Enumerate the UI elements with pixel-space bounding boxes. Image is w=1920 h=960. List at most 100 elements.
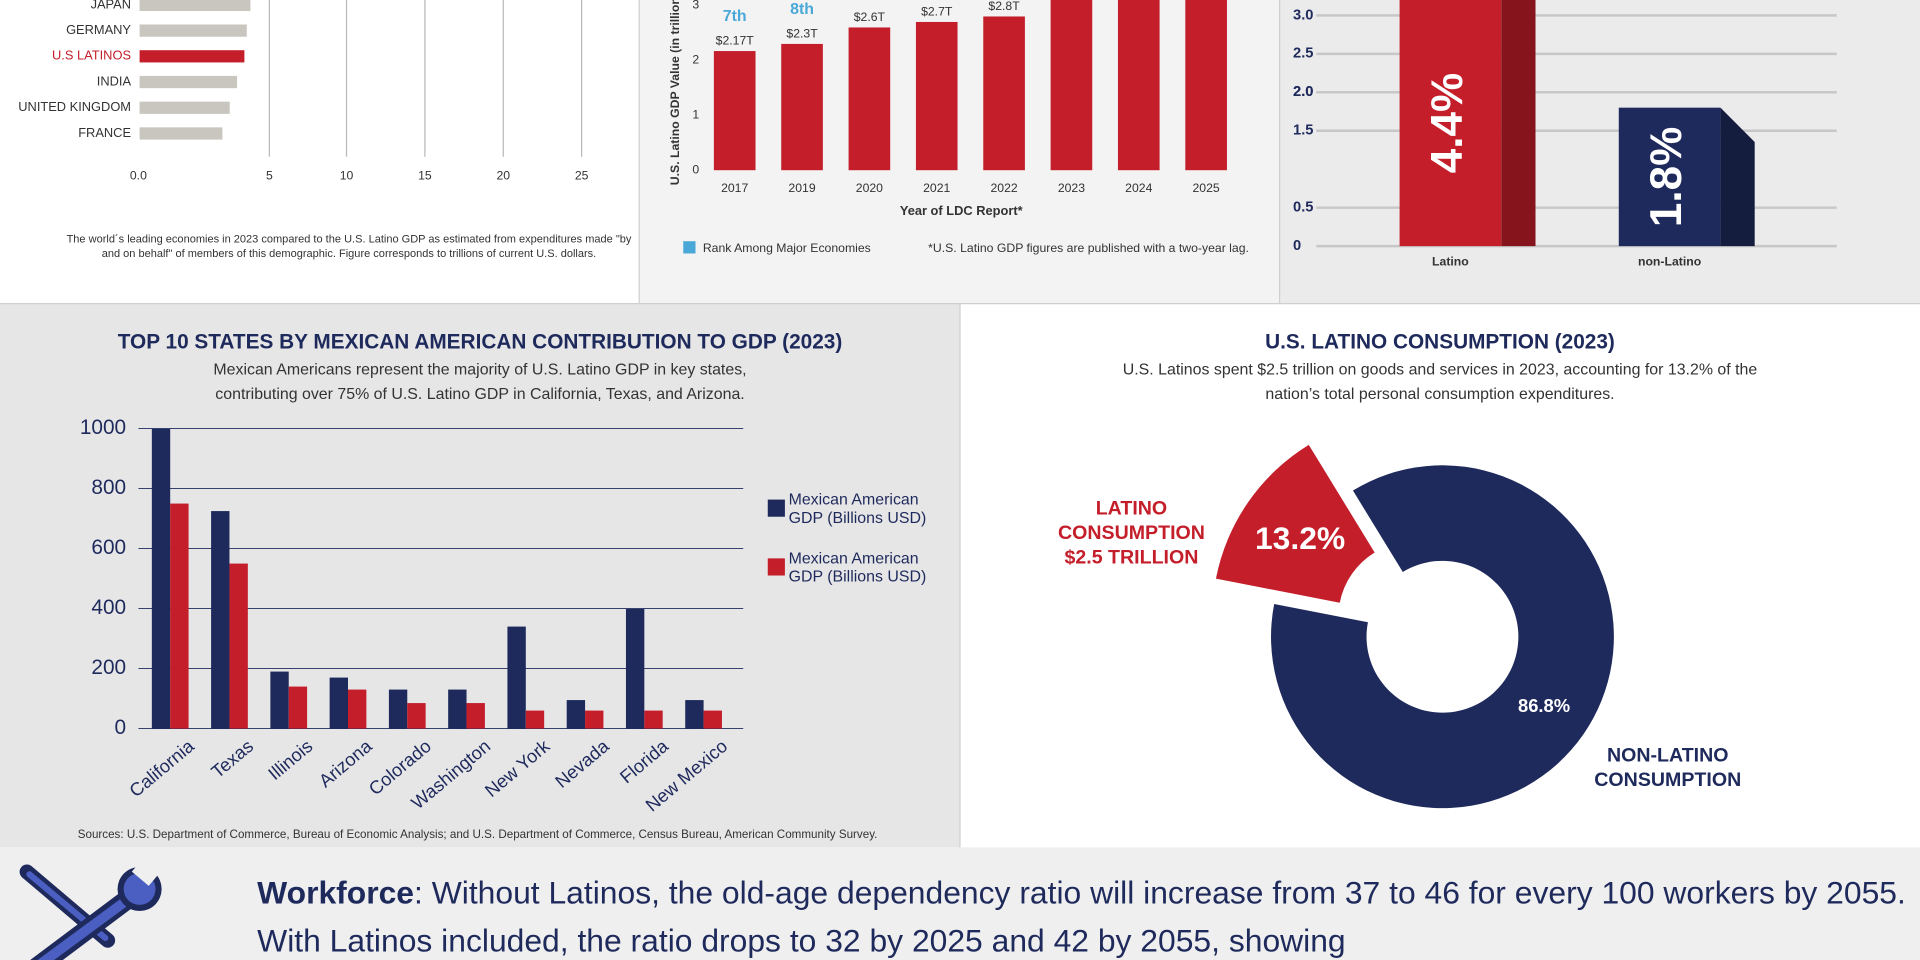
chart-title: TOP 10 STATES BY MEXICAN AMERICAN CONTRI…: [118, 330, 843, 353]
x-axis-label: Year of LDC Report*: [900, 203, 1023, 218]
y-tick-label: 2.0: [1293, 84, 1313, 100]
bar: [685, 700, 704, 729]
category-label: JAPAN: [91, 0, 131, 11]
bar: [139, 101, 230, 114]
bar: [270, 671, 289, 729]
bar: [507, 626, 526, 729]
bar: [983, 16, 1025, 171]
tools-icon: [19, 852, 165, 960]
growth-rate-chart: 00.51.52.02.02.53.04.4%Latino1.8%non-Lat…: [1293, 0, 1837, 268]
value-label: $2.3T: [786, 26, 818, 40]
y-tick-label: 1: [692, 108, 699, 122]
value-label: $2.7T: [921, 4, 953, 18]
value-label: 86.8%: [1518, 695, 1570, 716]
legend-swatch: [767, 558, 785, 576]
legend-label-box: Mexican American GDP (Billions USD): [789, 490, 927, 527]
bar: [211, 511, 230, 729]
bar: [1117, 0, 1160, 171]
y-tick-label: 400: [91, 596, 126, 619]
panel-bg: [0, 0, 640, 304]
x-tick-label: 25: [575, 169, 589, 183]
y-tick-label: 800: [91, 476, 126, 499]
legend-swatch: [683, 241, 696, 254]
footer-text: Workforce: Without Latinos, the old-age …: [257, 874, 1906, 959]
bar: [139, 75, 238, 89]
bar: [139, 127, 223, 140]
bar: [388, 689, 408, 729]
bar: [466, 703, 485, 729]
value-label: 4.4%: [1423, 73, 1472, 173]
y-tick-label: 0: [115, 716, 127, 739]
category-label: FRANCE: [78, 125, 131, 140]
panel-bg: [1279, 0, 1920, 304]
category-label: Latino: [1432, 254, 1469, 268]
bar: [288, 686, 308, 729]
category-label: UNITED KINGDOM: [18, 99, 131, 114]
donut-slice: [1215, 444, 1375, 603]
source: Sources: U.S. Department of Commerce, Bu…: [78, 828, 878, 841]
legend-label: Rank Among Major Economies: [703, 241, 871, 255]
footer-lead: Workforce: [257, 874, 415, 912]
bar: [1618, 107, 1721, 247]
bar: [525, 710, 545, 729]
x-tick-label: 2021: [923, 181, 950, 195]
chart-title: U.S. LATINO CONSUMPTION (2023): [1265, 330, 1615, 353]
rank-label: 8th: [857, 0, 881, 1]
y-tick-label: 0: [692, 162, 699, 176]
bar: [625, 608, 645, 729]
bar: [407, 703, 426, 729]
slice-label-box: LATINO CONSUMPTION $2.5 TRILLION: [1057, 498, 1205, 569]
bar: [713, 51, 756, 171]
y-tick-label: 3.0: [1293, 7, 1313, 23]
gdp-ranking-chart: 0.0 5 10 15 20 25 JAPAN GERMANY U.S LATINOS INDIA…: [18, 0, 632, 259]
x-tick-label: 2024: [1125, 181, 1152, 195]
value-label: 1.8%: [1642, 127, 1691, 227]
bar: [139, 0, 251, 12]
caption: The world´s leading economies in 2023 co…: [66, 232, 632, 259]
bar: [151, 428, 171, 729]
chart-subtitle-box: Mexican Americans represent the majority…: [213, 360, 747, 403]
category-label: INDIA: [97, 73, 132, 88]
category-label: non-Latino: [1638, 254, 1701, 268]
legend-label-box: Mexican American GDP (Billions USD): [789, 549, 927, 586]
bar: [329, 677, 348, 729]
y-tick-label: 2.5: [1293, 46, 1313, 62]
x-tick-label: 2023: [1058, 181, 1085, 195]
value-label: $2.8T: [988, 0, 1020, 13]
x-tick-label: 10: [340, 169, 354, 183]
y-tick-label: 1000: [80, 416, 126, 439]
note: *U.S. Latino GDP figures are published w…: [928, 241, 1249, 255]
x-tick-label: 15: [418, 169, 432, 183]
y-tick-label: 2.0: [1293, 84, 1313, 100]
value-label: $2.6T: [854, 10, 886, 24]
chart-subtitle: Mexican Americans represent the majority…: [213, 360, 747, 403]
bar: [585, 710, 604, 729]
category-label: U.S LATINOS: [52, 48, 131, 63]
bar: [139, 50, 245, 63]
value-label: 13.2%: [1255, 520, 1345, 556]
bar-side: [1501, 0, 1536, 247]
caption-box: The world´s leading economies in 2023 co…: [66, 232, 632, 259]
bar: [348, 689, 367, 729]
bar: [448, 689, 467, 729]
bar: [644, 710, 663, 729]
footer-bg: [0, 847, 1920, 960]
slice-label: NON-LATINO CONSUMPTION: [1594, 745, 1742, 792]
legend-swatch: [767, 499, 785, 517]
x-tick-label: 20: [496, 169, 510, 183]
x-tick-label: 2022: [990, 181, 1017, 195]
slice-label: LATINO CONSUMPTION $2.5 TRILLION: [1057, 498, 1205, 569]
y-axis-label: U.S. Latino GDP Value (in trillions): [668, 0, 682, 185]
x-tick-label: 0.0: [130, 169, 147, 183]
y-tick-label: 3: [692, 0, 699, 12]
rank-label: 8th: [790, 1, 814, 18]
footer-body: : Without Latinos, the old-age dependenc…: [257, 874, 1906, 959]
x-tick-label: 2020: [856, 181, 883, 195]
x-tick-label: 2019: [788, 181, 815, 195]
category-label: GERMANY: [66, 22, 131, 37]
bar: [1185, 0, 1227, 171]
bar: [1399, 0, 1502, 247]
y-tick-label: 0.5: [1293, 200, 1313, 216]
bar: [229, 563, 248, 729]
